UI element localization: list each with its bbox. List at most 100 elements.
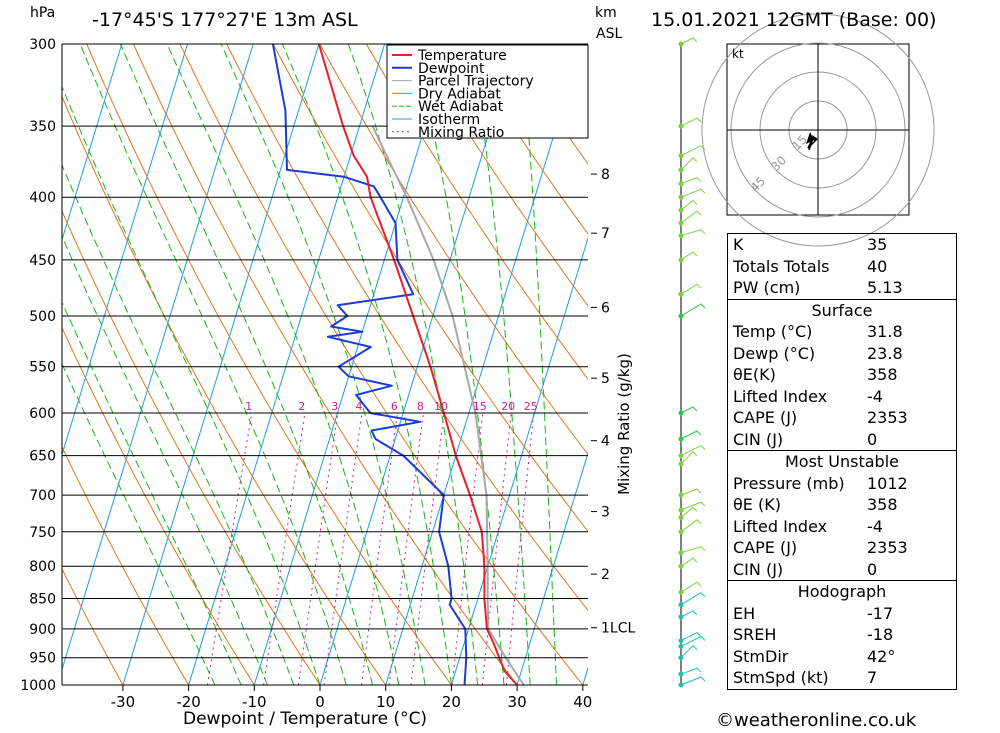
wind-barb: [680, 581, 702, 593]
wind-barb: [680, 444, 706, 457]
pressure-tick-label: 300: [29, 37, 56, 53]
legend-item: Dewpoint: [418, 61, 485, 77]
pressure-tick-label: 950: [29, 651, 56, 667]
pressure-tick-label: 900: [29, 622, 56, 638]
pressure-tick-label: 500: [29, 309, 56, 325]
km-tick-label: 3: [601, 505, 610, 521]
wind-barb: [680, 592, 706, 606]
km-tick-label: 1LCL: [601, 621, 635, 637]
temp-tick-label: 30: [508, 693, 527, 711]
parcel-trajectory-line: [371, 125, 526, 685]
pressure-tick-label: 750: [29, 525, 56, 541]
temp-tick-label: 0: [315, 693, 325, 711]
hodograph-ring: [701, 13, 935, 247]
wind-barb: [680, 501, 706, 511]
wind-barb: [680, 676, 706, 686]
surface-cin-row: CIN (J) 0: [733, 429, 878, 449]
wind-barb: [680, 506, 698, 518]
index-row-k: K 35: [733, 235, 888, 254]
mixing-ratio-label: 2: [298, 400, 305, 413]
pressure-tick-label: 850: [29, 592, 56, 608]
pressure-tick-label: 550: [29, 360, 56, 376]
isotherm-line: [62, 44, 254, 672]
legend-item: Isotherm: [418, 112, 480, 128]
hodograph-storm-marker: [806, 132, 814, 144]
mixing-ratio-label: 25: [524, 400, 538, 413]
pressure-tick-label: 700: [29, 488, 56, 504]
dry-adiabat-line: [86, 44, 452, 685]
surface-theta-row: θE(K) 358: [733, 365, 898, 384]
wind-barb: [680, 283, 702, 295]
hodograph-storm-marker: [812, 135, 818, 141]
indices-table: K 35 Totals Totals 40 PW (cm) 5.13 Surface …: [727, 233, 957, 690]
km-tick-label: 5: [601, 371, 610, 387]
eh-row: EH -17: [733, 603, 894, 623]
wind-barb: [680, 430, 702, 440]
km-tick-label: 7: [601, 226, 610, 242]
surface-temp-row: Temp (°C) 31.8: [733, 322, 903, 341]
temperature-line: [317, 44, 520, 685]
stmdir-row: StmDir 42°: [733, 646, 896, 666]
mixing-ratio-label: 8: [417, 400, 424, 413]
wind-barb: [680, 557, 698, 567]
wind-barb: [680, 610, 698, 618]
mixing-ratio-label: 10: [434, 400, 448, 413]
index-row-pw: PW (cm) 5.13: [733, 278, 903, 297]
dry-adiabat-line: [412, 44, 588, 307]
mu-cin-row: CIN (J) 0: [733, 559, 878, 579]
most-unstable-section-title: Most Unstable: [728, 450, 956, 473]
km-tick-label: 2: [601, 567, 610, 583]
wind-barb: [680, 667, 702, 675]
isotherm-line: [516, 451, 588, 685]
legend-item: Temperature: [417, 48, 507, 64]
mixing-ratio-line: [297, 412, 339, 685]
km-tick-label: 4: [601, 434, 610, 450]
mixing-ratio-label: 15: [473, 400, 487, 413]
wind-barb: [680, 303, 706, 317]
pressure-tick-label: 350: [29, 119, 56, 135]
pressure-unit-label: hPa: [30, 5, 56, 21]
wind-barb: [680, 210, 702, 224]
wind-barb: [680, 546, 706, 554]
dry-adiabat-line: [459, 44, 588, 235]
sreh-row: SREH -18: [733, 625, 894, 644]
x-axis-label: Dewpoint / Temperature (°C): [183, 709, 428, 729]
legend-item: Mixing Ratio: [418, 125, 504, 141]
legend-item: Wet Adiabat: [418, 99, 504, 115]
isotherm-line: [253, 44, 451, 685]
wind-barb: [680, 199, 698, 211]
hodograph-unit: kt: [732, 47, 744, 61]
mixing-ratio-label: 4: [356, 400, 363, 413]
dewpoint-line: [271, 44, 468, 685]
location-title: -17°45'S 177°27'E 13m ASL: [92, 9, 358, 31]
wind-barb: [680, 177, 702, 185]
isotherm-line: [62, 44, 188, 457]
wind-barb: [680, 488, 702, 496]
surface-cape-row: CAPE (J) 2353: [733, 408, 908, 427]
wind-barb: [680, 157, 698, 171]
wind-barb: [680, 37, 698, 45]
legend-item: Parcel Trajectory: [418, 74, 534, 90]
credit-text: ©weatheronline.co.uk: [716, 710, 917, 731]
hodograph-section-title: Hodograph: [728, 580, 956, 603]
wind-barb: [680, 406, 698, 414]
mixing-ratio-label: 3: [331, 400, 338, 413]
dry-adiabat-line: [319, 44, 588, 456]
mixing-ratio-line: [323, 412, 363, 685]
km-label: km: [595, 5, 617, 21]
mu-li-row: Lifted Index -4: [733, 516, 883, 536]
temp-tick-label: -30: [111, 693, 136, 711]
surface-li-row: Lifted Index -4: [733, 386, 883, 406]
wind-barb: [680, 145, 706, 157]
pressure-tick-label: 450: [29, 253, 56, 269]
asl-label: ASL: [596, 26, 623, 42]
wind-barb: [680, 635, 706, 647]
temp-tick-label: 20: [442, 693, 461, 711]
mixing-ratio-label: 6: [391, 400, 398, 413]
mixing-ratio-label: 1: [245, 400, 252, 413]
mixing-ratio-line: [410, 412, 445, 685]
wind-barb: [680, 519, 702, 533]
temp-tick-label: -10: [242, 693, 267, 711]
